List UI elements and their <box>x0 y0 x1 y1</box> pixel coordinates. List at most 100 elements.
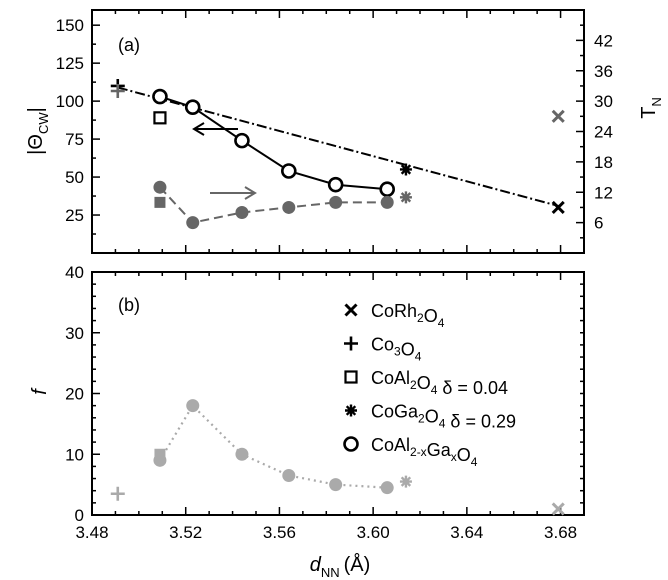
point-f_others-square-filled <box>154 448 166 460</box>
legend-subscript: 4 <box>431 383 438 397</box>
panel-a-label: (a) <box>118 35 140 55</box>
point-tn_others-square-filled <box>154 196 166 208</box>
right-y-tick-label: 24 <box>594 123 613 142</box>
legend-text-part: CoRh <box>371 301 417 321</box>
left-y-tick-label: 150 <box>56 16 84 35</box>
x-tick-label: 3.52 <box>169 523 202 542</box>
panel-b-label: (b) <box>118 295 140 315</box>
point-tn_alga <box>380 195 394 209</box>
legend-text-part: CoGa <box>371 402 419 422</box>
right-y-tick-label: 42 <box>594 31 613 50</box>
panel-a-ylabel: |ΘCW| <box>25 107 51 155</box>
panel-b-plot <box>110 399 565 516</box>
point-theta_alga <box>152 88 168 105</box>
legend-subscript: 2-x <box>410 445 427 459</box>
legend-marker-plus <box>344 336 358 351</box>
panel-a-y2label: TN <box>638 97 664 119</box>
x-tick-label: 3.64 <box>450 523 483 542</box>
arrow-left <box>192 122 238 136</box>
panel-a-ticks: 25 50 75 100 125 150 6 12 18 24 30 36 42 <box>56 9 613 254</box>
point-tn_alga <box>153 180 167 194</box>
legend-marker-circle-open <box>343 436 359 452</box>
point-theta_alga <box>234 132 250 149</box>
left-y-tick-label: 40 <box>65 263 84 282</box>
panel-b-ylabel: f <box>29 387 51 395</box>
legend-text-part: O <box>457 445 471 465</box>
left-y-tick-label: 10 <box>65 445 84 464</box>
point-f_alga <box>329 478 343 492</box>
x-tick-label: 3.48 <box>75 523 108 542</box>
x-tick-label: 3.56 <box>263 523 296 542</box>
legend-text-part: O <box>417 373 431 393</box>
legend-subscript: 4 <box>471 455 478 469</box>
series-line-f_alga <box>158 403 388 489</box>
point-f_others-plus <box>110 486 125 501</box>
right-y-tick-label: 6 <box>594 214 603 233</box>
legend-entry-0: CoRh2O4 <box>371 301 445 330</box>
arrow-right <box>210 186 257 200</box>
panel-b-frame <box>91 271 585 516</box>
legend-marker-asterisk <box>345 404 357 417</box>
right-y-tick-label: 30 <box>594 92 613 111</box>
point-tn_alga <box>235 206 249 219</box>
legend-subscript: 4 <box>439 417 446 431</box>
point-f_alga <box>235 447 249 461</box>
point-tn_alga <box>186 216 200 230</box>
legend-subscript: 3 <box>394 345 401 359</box>
point-theta_others-asterisk <box>399 163 412 176</box>
right-y-tick-label: 18 <box>594 153 613 172</box>
legend-text-part: O <box>401 340 415 360</box>
left-y-tick-label: 125 <box>56 54 84 73</box>
left-y-tick-label: 30 <box>65 324 84 343</box>
left-y-tick-label: 0 <box>75 506 84 525</box>
left-y-tick-label: 20 <box>65 385 84 404</box>
panel-a-plot <box>110 78 565 230</box>
series-line-tn_alga <box>159 186 388 224</box>
x-tick-label: 3.60 <box>357 523 390 542</box>
right-y-tick-label: 36 <box>594 62 613 81</box>
point-theta_others-square-open <box>153 111 167 125</box>
legend-subscript: 2 <box>410 378 417 392</box>
legend-subscript: 4 <box>415 350 422 364</box>
point-theta_alga <box>379 181 396 198</box>
legend-subscript: 4 <box>438 316 445 330</box>
point-f_alga <box>380 481 394 495</box>
panel-a-frame <box>91 9 585 254</box>
point-theta_alga <box>327 176 344 193</box>
panel-a: 25 50 75 100 125 150 6 12 18 24 30 36 42 (a) |ΘCW| T… <box>25 9 664 254</box>
point-f_alga <box>186 399 200 413</box>
point-tn_others-asterisk <box>399 191 412 204</box>
point-tn_others-plus <box>110 84 125 98</box>
legend-text-part: Co <box>371 335 394 355</box>
legend-subscript: x <box>451 450 457 464</box>
left-y-tick-label: 50 <box>65 168 84 187</box>
point-theta_alga <box>280 163 297 179</box>
legend-text-part: O <box>425 407 439 427</box>
legend-subscript: 2 <box>417 311 424 325</box>
x-axis-title: dNN (Å) <box>310 553 371 580</box>
legend-marker-cross <box>344 303 358 317</box>
panel-b-ticks: 3.48 3.52 3.56 3.60 3.64 3.68 0 10 20 30 40 <box>65 263 585 542</box>
point-tn_others-cross <box>551 109 565 123</box>
legend-text-part: O <box>424 306 438 326</box>
point-theta_others-cross <box>551 200 565 214</box>
left-y-tick-label: 75 <box>65 130 84 149</box>
legend-entry-2: CoAl2O4 δ = 0.04 <box>371 368 508 398</box>
point-tn_alga <box>282 200 296 214</box>
legend-entry-1: Co3O4 <box>371 335 422 364</box>
point-f_alga <box>282 469 296 483</box>
legend-subscript: 2 <box>418 412 425 426</box>
point-f_others-asterisk <box>399 475 412 488</box>
legend-text-part: CoAl <box>371 368 410 388</box>
left-y-tick-label: 100 <box>56 92 84 111</box>
legend-entry-3: CoGa2O4 δ = 0.29 <box>371 402 516 432</box>
legend-text-part: CoAl <box>371 435 410 455</box>
legend-marker-square-open <box>344 370 358 384</box>
point-tn_alga <box>329 195 343 209</box>
left-y-tick-label: 25 <box>65 206 84 225</box>
legend-entry-4: CoAl2-xGaxO4 <box>371 435 478 469</box>
legend-text-part: Ga <box>427 440 452 460</box>
legend-text-part: δ = 0.04 <box>437 378 508 398</box>
